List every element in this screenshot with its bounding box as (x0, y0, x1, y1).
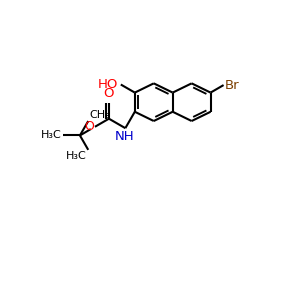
Text: O: O (104, 87, 114, 100)
Text: Br: Br (225, 79, 239, 92)
Text: H₃C: H₃C (66, 151, 87, 161)
Text: NH: NH (114, 130, 134, 143)
Text: CH₃: CH₃ (89, 110, 110, 120)
Text: O: O (84, 120, 94, 133)
Text: HO: HO (98, 78, 119, 91)
Text: H₃C: H₃C (41, 130, 62, 140)
